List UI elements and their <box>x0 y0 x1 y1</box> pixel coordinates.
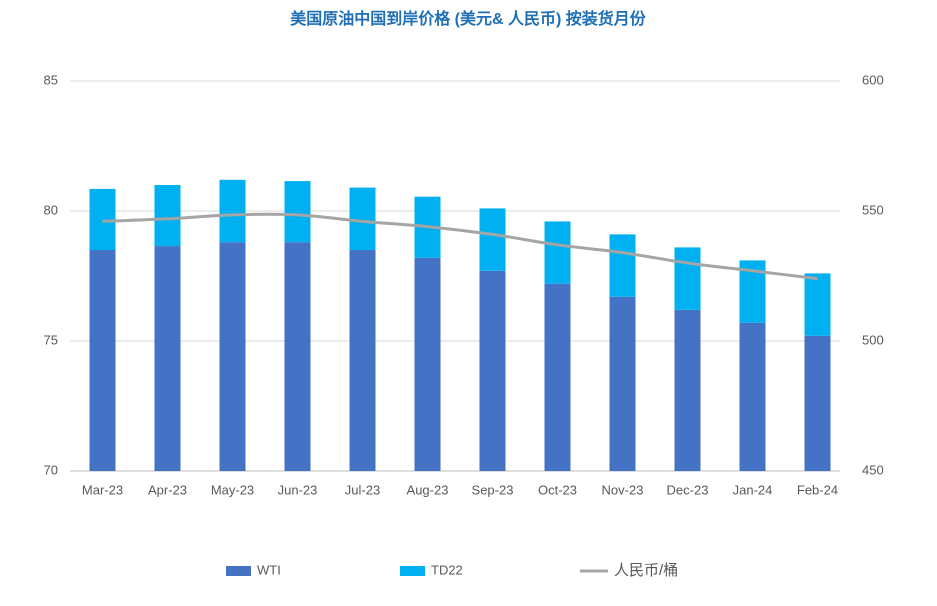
x-tick-label: Sep-23 <box>472 482 514 497</box>
bar <box>739 322 766 471</box>
bar <box>349 187 376 250</box>
bar <box>479 270 506 471</box>
bar <box>479 208 506 271</box>
x-tick-label: Mar-23 <box>82 482 123 497</box>
bar <box>89 188 116 250</box>
bar <box>414 257 441 471</box>
legend-label: WTI <box>257 562 281 577</box>
bar <box>674 247 701 310</box>
bar <box>349 250 376 471</box>
bar <box>609 296 636 471</box>
x-tick-label: Apr-23 <box>148 482 187 497</box>
bar <box>544 221 571 284</box>
y-tick-label: 70 <box>44 462 58 477</box>
x-tick-label: May-23 <box>211 482 254 497</box>
y-tick-label: 85 <box>44 72 58 87</box>
bar <box>154 246 181 471</box>
x-tick-label: Dec-23 <box>667 482 709 497</box>
bar <box>219 242 246 471</box>
legend-label: 人民币/桶 <box>614 562 678 579</box>
y2-tick-label: 450 <box>862 462 884 477</box>
bar <box>609 234 636 297</box>
bar <box>284 242 311 471</box>
bar <box>154 185 181 247</box>
line <box>102 212 818 281</box>
bar <box>544 283 571 471</box>
x-tick-label: Oct-23 <box>538 482 577 497</box>
x-tick-label: Nov-23 <box>602 482 644 497</box>
x-tick-label: Aug-23 <box>407 482 449 497</box>
x-tick-label: Jul-23 <box>345 482 380 497</box>
y2-tick-label: 550 <box>862 202 884 217</box>
legend-swatch <box>226 566 251 576</box>
x-tick-label: Jun-23 <box>278 482 318 497</box>
legend-label: TD22 <box>431 562 463 577</box>
x-tick-label: Jan-24 <box>733 482 773 497</box>
bar <box>674 309 701 471</box>
legend-swatch <box>400 566 425 576</box>
y2-tick-label: 600 <box>862 72 884 87</box>
y-tick-label: 75 <box>44 332 58 347</box>
bar <box>804 273 831 336</box>
x-tick-label: Feb-24 <box>797 482 838 497</box>
bar <box>284 181 311 243</box>
chart-title: 美国原油中国到岸价格 (美元& 人民币) 按装货月份 <box>290 9 647 28</box>
y-tick-label: 80 <box>44 202 58 217</box>
bar <box>89 250 116 471</box>
bar <box>804 335 831 471</box>
bar <box>219 179 246 243</box>
y2-tick-label: 500 <box>862 332 884 347</box>
